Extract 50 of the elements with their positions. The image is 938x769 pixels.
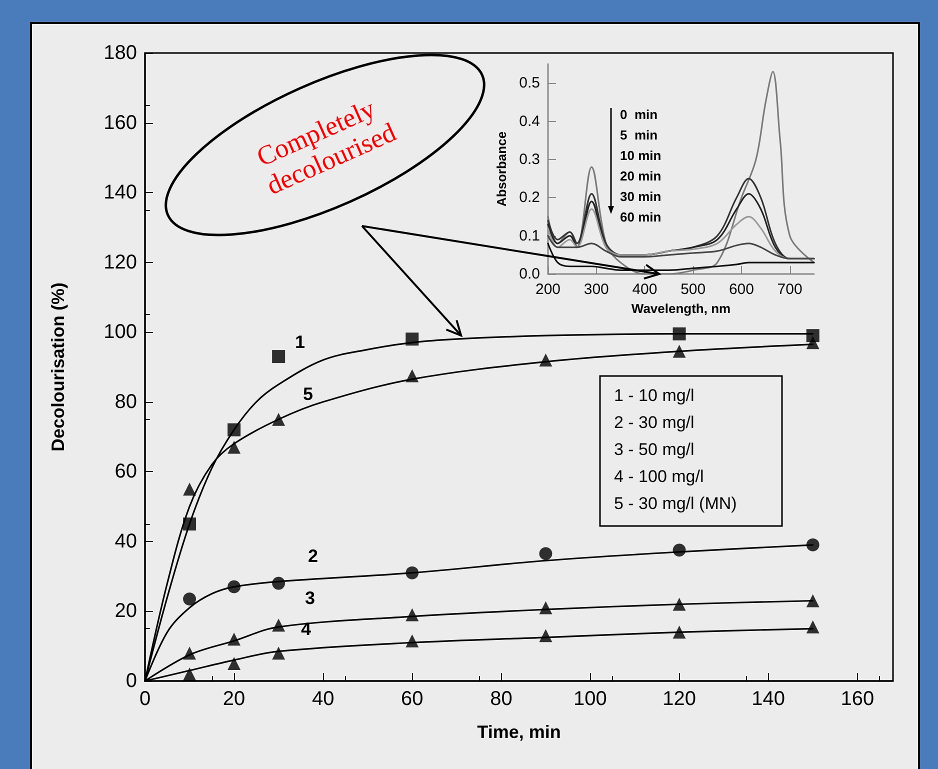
x-tick-label: 700	[777, 281, 802, 298]
annotation: 5 min	[620, 128, 658, 142]
annotation: 2	[308, 546, 318, 566]
x-tick-label: 140	[752, 688, 786, 710]
y-tick-label: 120	[104, 251, 137, 274]
x-axis-title: Time, min	[477, 722, 561, 742]
x-tick-label: 60	[401, 688, 424, 710]
y-axis-title: Decolourisation (%)	[48, 282, 68, 452]
x-tick-label: 100	[574, 688, 607, 710]
y-tick-label: 0.1	[519, 227, 540, 244]
x-tick-label: 200	[535, 281, 561, 298]
y-tick-label: 140	[104, 182, 137, 204]
y-tick-label: 0.2	[519, 189, 540, 206]
annotation: 3	[304, 588, 316, 608]
y-tick-label: 0.5	[519, 74, 540, 92]
y-tick-label: 180	[104, 42, 137, 64]
annotation: 5	[302, 384, 314, 404]
x-tick-label: 80	[490, 688, 512, 710]
annotation: 2 - 30 mg/l	[614, 413, 694, 432]
y-tick-label: 40	[114, 530, 137, 552]
annotation: 0 min	[620, 107, 658, 122]
x-tick-label: 400	[632, 281, 658, 298]
y-tick-label: 0	[126, 670, 137, 692]
x-tick-label: 20	[222, 688, 246, 710]
y-tick-label: 160	[104, 112, 137, 134]
y-tick-label: 20	[114, 600, 137, 622]
x-tick-label: 600	[728, 281, 754, 298]
x-tick-label: 40	[312, 688, 334, 710]
y-tick-label: 60	[114, 460, 137, 483]
annotation: 5 - 30 mg/l (MN)	[614, 494, 737, 513]
x-tick-label: 0	[139, 688, 151, 710]
y-axis-title: Absorbance	[494, 131, 509, 207]
annotation: 30 min	[620, 189, 662, 204]
x-tick-label: 300	[584, 281, 609, 298]
annotation: 60 min	[620, 210, 662, 224]
y-tick-label: 80	[114, 390, 137, 413]
annotation: 20 min	[620, 168, 662, 184]
y-tick-label: 0.3	[519, 150, 540, 168]
x-tick-label: 120	[662, 688, 696, 710]
x-tick-label: 500	[680, 281, 706, 298]
y-tick-label: 0.4	[519, 112, 540, 130]
annotation: 1 - 10 mg/l	[614, 386, 694, 405]
x-axis-title: Wavelength, nm	[631, 300, 731, 316]
annotation: 1	[294, 332, 306, 352]
annotation: 10 min	[620, 148, 662, 163]
y-tick-label: 100	[104, 321, 137, 344]
x-tick-label: 160	[840, 688, 874, 710]
annotation: 3 - 50 mg/l	[614, 440, 694, 459]
annotation: 4 - 100 mg/l	[614, 467, 704, 486]
y-tick-label: 0.0	[519, 266, 540, 282]
